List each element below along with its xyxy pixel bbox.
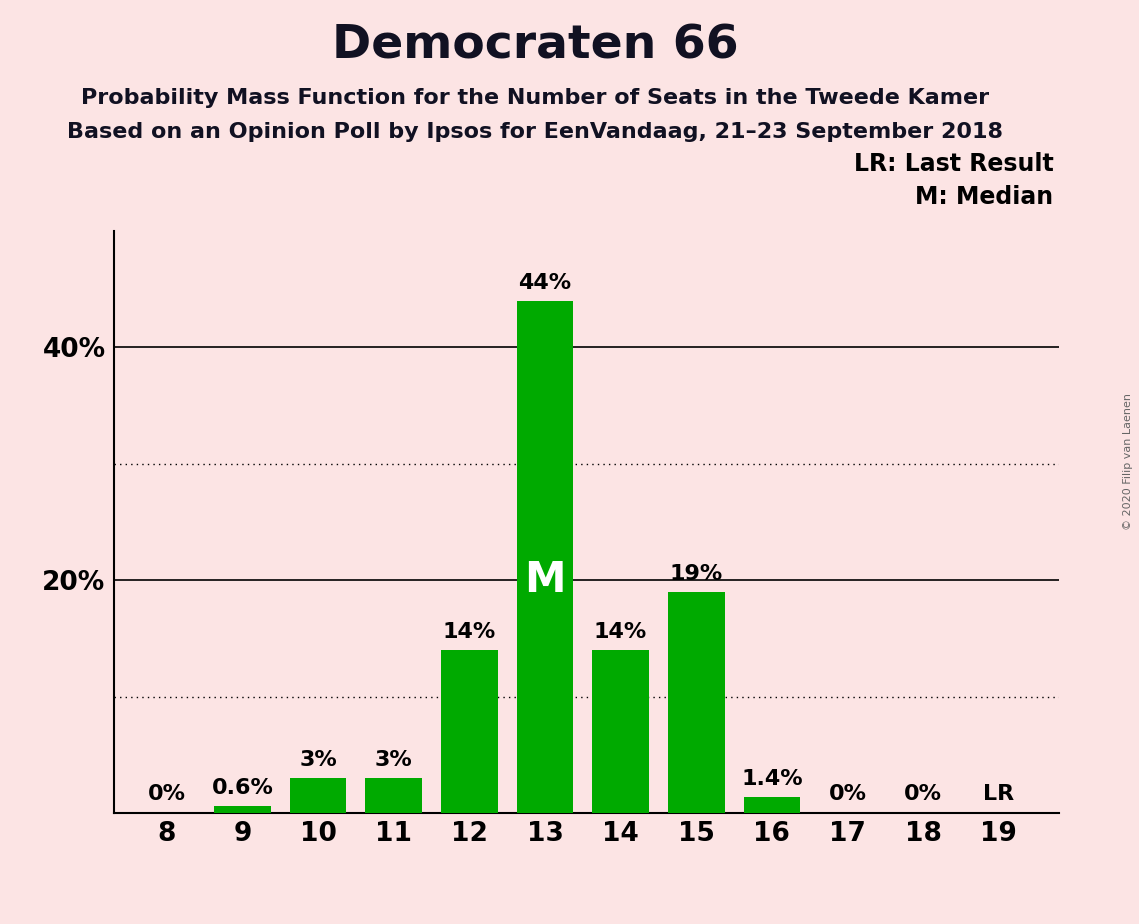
Bar: [744, 796, 801, 813]
Text: 14%: 14%: [595, 622, 647, 642]
Text: Probability Mass Function for the Number of Seats in the Tweede Kamer: Probability Mass Function for the Number…: [81, 88, 990, 108]
Bar: [592, 650, 649, 813]
Text: © 2020 Filip van Laenen: © 2020 Filip van Laenen: [1123, 394, 1133, 530]
Text: 0%: 0%: [828, 784, 867, 804]
Text: LR: LR: [983, 784, 1015, 804]
Text: Democraten 66: Democraten 66: [331, 23, 739, 68]
Bar: [667, 592, 724, 813]
Text: 0%: 0%: [148, 784, 186, 804]
Bar: [289, 778, 346, 813]
Text: 0%: 0%: [904, 784, 942, 804]
Bar: [517, 301, 573, 813]
Text: 1.4%: 1.4%: [741, 769, 803, 789]
Text: 19%: 19%: [670, 564, 723, 584]
Text: 44%: 44%: [518, 273, 572, 293]
Text: 14%: 14%: [443, 622, 495, 642]
Text: 0.6%: 0.6%: [212, 778, 273, 798]
Text: LR: Last Result: LR: Last Result: [854, 152, 1054, 176]
Bar: [366, 778, 423, 813]
Text: 3%: 3%: [300, 750, 337, 770]
Text: 3%: 3%: [375, 750, 412, 770]
Text: Based on an Opinion Poll by Ipsos for EenVandaag, 21–23 September 2018: Based on an Opinion Poll by Ipsos for Ee…: [67, 122, 1003, 142]
Bar: [214, 806, 271, 813]
Text: M: M: [524, 559, 566, 602]
Text: M: Median: M: Median: [916, 185, 1054, 209]
Bar: [441, 650, 498, 813]
